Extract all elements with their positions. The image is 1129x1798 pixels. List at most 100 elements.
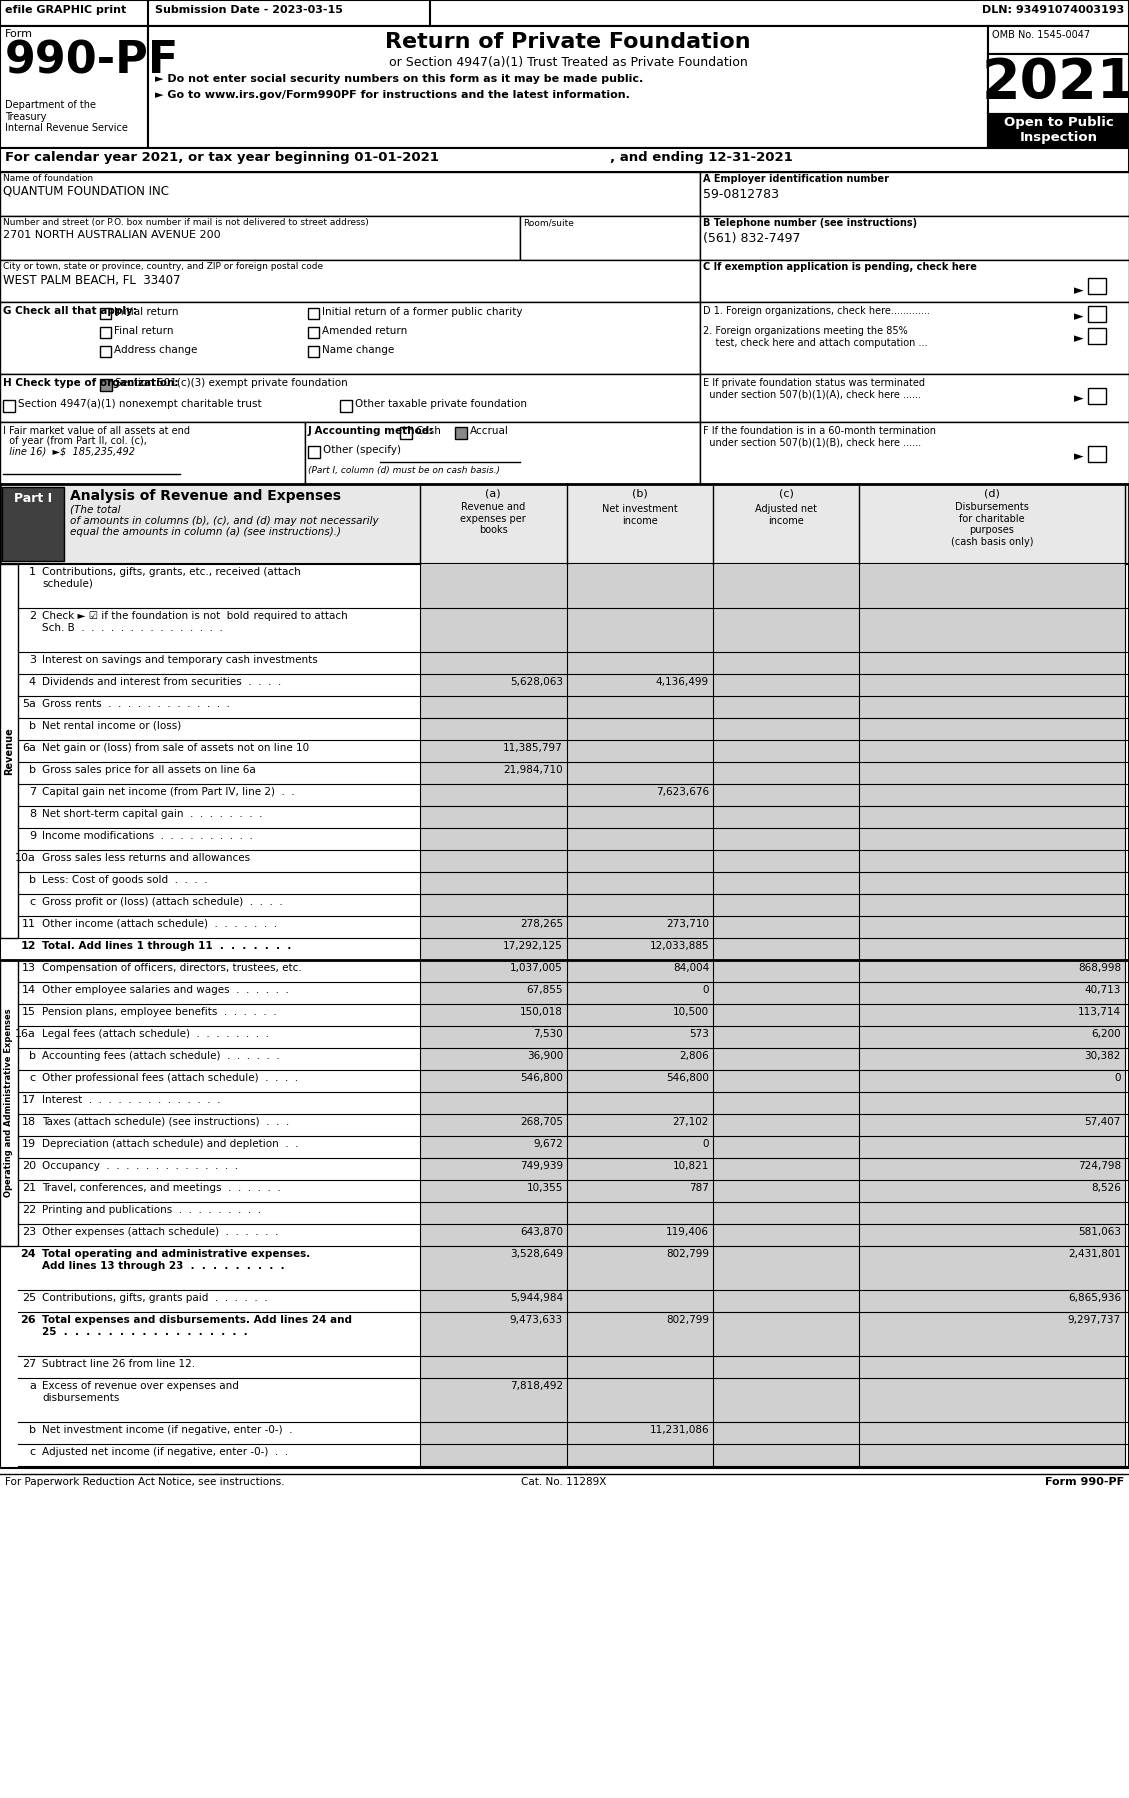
- Bar: [714, 829, 859, 850]
- Text: ► Go to www.irs.gov/Form990PF for instructions and the latest information.: ► Go to www.irs.gov/Form990PF for instru…: [155, 90, 630, 101]
- Bar: [700, 423, 1129, 484]
- Bar: [420, 894, 567, 915]
- Text: Other employee salaries and wages  .  .  .  .  .  .: Other employee salaries and wages . . . …: [42, 985, 289, 994]
- Bar: [0, 173, 700, 216]
- Text: 113,714: 113,714: [1078, 1007, 1121, 1018]
- Bar: [859, 1313, 1124, 1356]
- Bar: [859, 1377, 1124, 1422]
- Bar: [567, 674, 714, 696]
- Text: Part I: Part I: [14, 493, 52, 505]
- Bar: [420, 1422, 567, 1444]
- Bar: [420, 939, 567, 960]
- Text: Other professional fees (attach schedule)  .  .  .  .: Other professional fees (attach schedule…: [42, 1073, 298, 1082]
- Text: ►: ►: [1074, 284, 1084, 297]
- Text: 7,623,676: 7,623,676: [656, 788, 709, 797]
- Bar: [1088, 446, 1106, 462]
- Bar: [714, 850, 859, 872]
- Bar: [714, 894, 859, 915]
- Bar: [0, 261, 700, 302]
- Bar: [100, 379, 112, 390]
- Text: 268,705: 268,705: [520, 1117, 563, 1127]
- Bar: [0, 25, 148, 147]
- Text: 802,799: 802,799: [666, 1250, 709, 1259]
- Bar: [420, 1203, 567, 1224]
- Text: 67,855: 67,855: [526, 985, 563, 994]
- Text: Disbursements
for charitable
purposes
(cash basis only): Disbursements for charitable purposes (c…: [951, 502, 1033, 547]
- Bar: [859, 1158, 1124, 1179]
- Bar: [714, 762, 859, 784]
- Bar: [420, 1246, 567, 1289]
- Text: Subtract line 26 from line 12.: Subtract line 26 from line 12.: [42, 1359, 195, 1368]
- Bar: [859, 1003, 1124, 1027]
- Text: 119,406: 119,406: [666, 1226, 709, 1237]
- Bar: [567, 696, 714, 717]
- Text: 150,018: 150,018: [520, 1007, 563, 1018]
- Text: b: b: [29, 1052, 36, 1061]
- Text: Other taxable private foundation: Other taxable private foundation: [355, 399, 527, 408]
- Text: G Check all that apply:: G Check all that apply:: [3, 306, 137, 316]
- Bar: [859, 565, 1124, 608]
- Bar: [714, 1003, 859, 1027]
- Text: 802,799: 802,799: [666, 1314, 709, 1325]
- Bar: [714, 608, 859, 653]
- Text: (d): (d): [984, 489, 1000, 500]
- Bar: [859, 762, 1124, 784]
- Bar: [714, 1048, 859, 1070]
- Bar: [308, 345, 320, 358]
- Bar: [714, 1179, 859, 1203]
- Bar: [859, 939, 1124, 960]
- Text: 84,004: 84,004: [673, 964, 709, 973]
- Text: 25: 25: [21, 1293, 36, 1304]
- Text: 30,382: 30,382: [1085, 1052, 1121, 1061]
- Text: 17: 17: [21, 1095, 36, 1106]
- Bar: [700, 216, 1129, 261]
- Text: Contributions, gifts, grants paid  .  .  .  .  .  .: Contributions, gifts, grants paid . . . …: [42, 1293, 268, 1304]
- Bar: [420, 741, 567, 762]
- Text: Dividends and interest from securities  .  .  .  .: Dividends and interest from securities .…: [42, 678, 281, 687]
- Text: 546,800: 546,800: [520, 1073, 563, 1082]
- Text: 5,628,063: 5,628,063: [510, 678, 563, 687]
- Text: D 1. Foreign organizations, check here.............: D 1. Foreign organizations, check here..…: [703, 306, 930, 316]
- Text: Form: Form: [5, 29, 33, 40]
- Bar: [400, 426, 412, 439]
- Text: Cash: Cash: [415, 426, 441, 435]
- Text: 6,865,936: 6,865,936: [1068, 1293, 1121, 1304]
- Text: 990-PF: 990-PF: [5, 40, 180, 83]
- Text: Net rental income or (loss): Net rental income or (loss): [42, 721, 182, 732]
- Bar: [859, 653, 1124, 674]
- Text: Contributions, gifts, grants, etc., received (attach
schedule): Contributions, gifts, grants, etc., rece…: [42, 566, 300, 588]
- Text: 11,385,797: 11,385,797: [504, 743, 563, 753]
- Bar: [340, 399, 352, 412]
- Bar: [148, 25, 988, 147]
- Bar: [859, 1444, 1124, 1465]
- Bar: [859, 1048, 1124, 1070]
- Bar: [1088, 306, 1106, 322]
- Text: 2021: 2021: [982, 56, 1129, 110]
- Bar: [859, 1422, 1124, 1444]
- Bar: [988, 25, 1129, 54]
- Bar: [567, 608, 714, 653]
- Bar: [100, 345, 111, 358]
- Bar: [714, 653, 859, 674]
- Text: 6a: 6a: [23, 743, 36, 753]
- Bar: [859, 1289, 1124, 1313]
- Text: DLN: 93491074003193: DLN: 93491074003193: [982, 5, 1124, 14]
- Text: 21,984,710: 21,984,710: [504, 764, 563, 775]
- Text: 26: 26: [20, 1314, 36, 1325]
- Text: 18: 18: [21, 1117, 36, 1127]
- Text: c: c: [29, 897, 36, 906]
- Bar: [0, 216, 520, 261]
- Text: Name change: Name change: [322, 345, 394, 354]
- Bar: [859, 960, 1124, 982]
- Text: Printing and publications  .  .  .  .  .  .  .  .  .: Printing and publications . . . . . . . …: [42, 1205, 261, 1215]
- Text: 24: 24: [20, 1250, 36, 1259]
- Text: Operating and Administrative Expenses: Operating and Administrative Expenses: [5, 1009, 14, 1197]
- Bar: [567, 741, 714, 762]
- Text: E If private foundation status was terminated
  under section 507(b)(1)(A), chec: E If private foundation status was termi…: [703, 378, 925, 399]
- Text: 1,037,005: 1,037,005: [510, 964, 563, 973]
- Text: Initial return: Initial return: [114, 307, 178, 316]
- Text: Open to Public
Inspection: Open to Public Inspection: [1004, 117, 1114, 144]
- Bar: [714, 982, 859, 1003]
- Bar: [420, 1158, 567, 1179]
- Text: a: a: [29, 1381, 36, 1392]
